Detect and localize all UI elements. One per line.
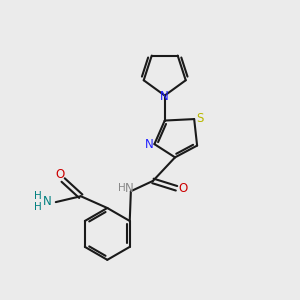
Text: N: N <box>145 138 154 151</box>
Text: N: N <box>160 90 169 103</box>
Text: H: H <box>118 183 125 193</box>
Text: H: H <box>34 202 41 212</box>
Text: H: H <box>34 190 41 201</box>
Text: O: O <box>178 182 188 195</box>
Text: N: N <box>43 195 52 208</box>
Text: N: N <box>125 182 134 195</box>
Text: O: O <box>55 168 64 181</box>
Text: S: S <box>196 112 203 125</box>
